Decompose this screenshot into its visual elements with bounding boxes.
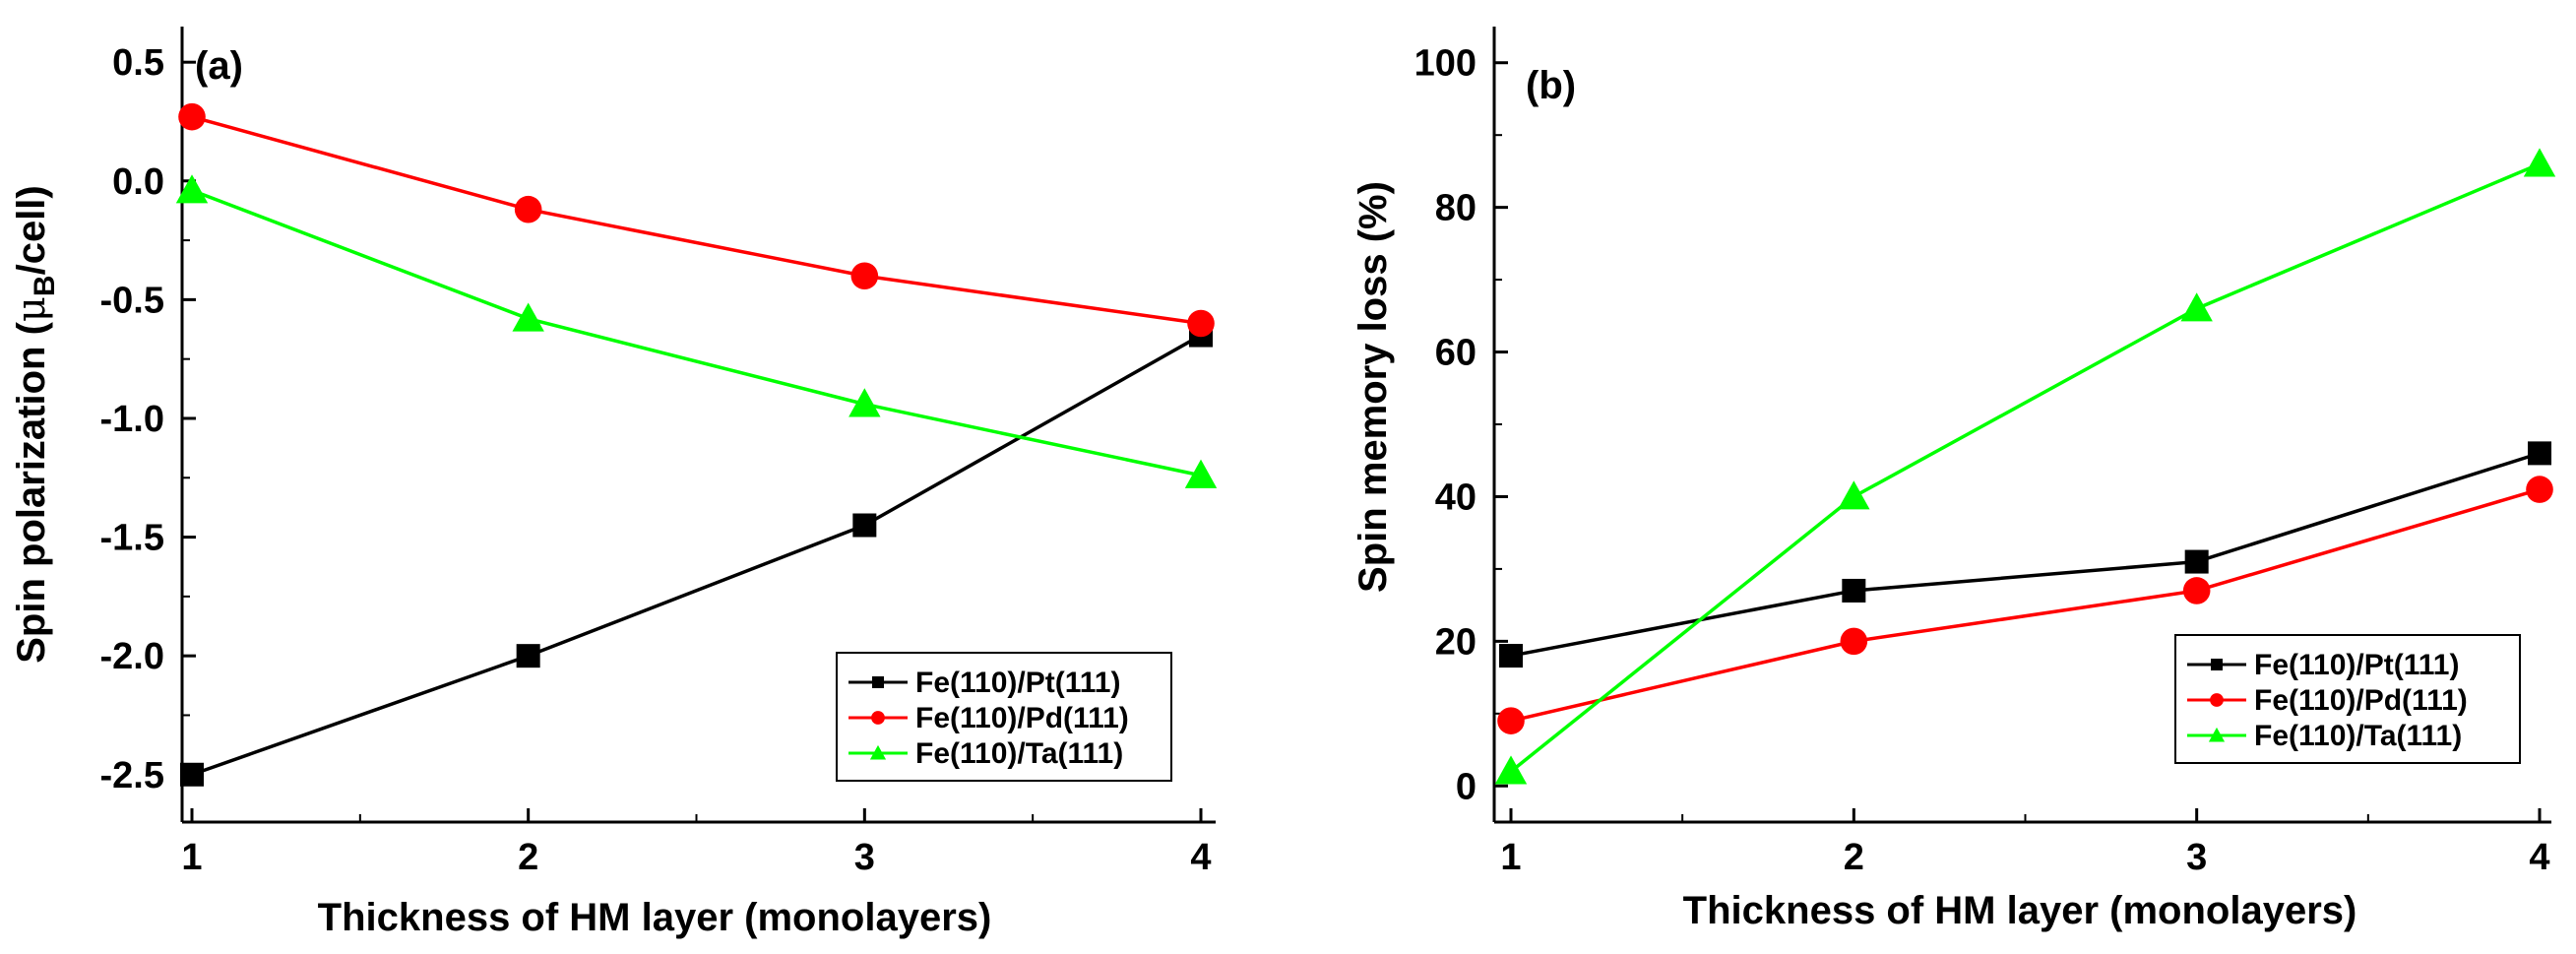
legend-label: Fe(110)/Pd(111) [2254,684,2468,717]
y-tick-label: 0 [1456,766,1476,807]
y-axis-title-text: Spin memory loss (%) [1351,181,1395,593]
legend-label: Fe(110)/Ta(111) [2254,720,2462,752]
y-tick-label: -2.0 [100,636,164,677]
panel-label: (a) [195,44,243,88]
marker-circle [2210,693,2224,707]
marker-circle [871,711,885,725]
series-line [191,334,1202,777]
series-line [1510,451,2541,658]
marker-square [2184,549,2209,574]
legend-item: Fe(110)/Ta(111) [848,737,1123,770]
panel-label: (b) [1526,64,1576,107]
x-tick-label: 1 [181,837,202,878]
series-pt [1499,441,2551,668]
y-axis-title: Spin polarization (μB/cell) [9,185,61,664]
panel-b: 0 20 40 60 80 100 1 2 3 4 Thickness of HM layer (m… [1351,27,2556,932]
legend-item: Fe(110)/Pt(111) [2187,649,2459,681]
series-ta [175,174,1218,488]
x-axis-title: Thickness of HM layer (monolayers) [1683,889,2357,932]
y-tick-label: -0.5 [100,280,164,321]
marker-square [2211,659,2223,670]
legend: Fe(110)/Pt(111)Fe(110)/Pd(111)Fe(110)/Ta… [836,652,1172,782]
y-tick-label: 40 [1435,477,1476,518]
marker-triangle [2523,148,2556,177]
x-tick-label: 1 [1500,837,1521,878]
series-ta [1494,148,2556,785]
series-pd [1497,476,2553,734]
legend-label: Fe(110)/Pt(111) [2254,649,2459,681]
marker-circle [178,102,206,131]
y-axis-title: Spin memory loss (%) [1351,181,1395,593]
legend-label: Fe(110)/Pd(111) [915,702,1129,734]
y-axis-title-sub: B [29,275,61,296]
x-tick-label: 2 [518,837,538,878]
marker-square [2528,441,2551,466]
y-axis-title-mu: μ [9,296,54,322]
marker-square [516,644,540,668]
legend-item: Fe(110)/Ta(111) [2187,720,2462,752]
y-tick-label: 100 [1414,43,1476,85]
y-axis-title-end: /cell) [10,185,53,275]
series-line [191,188,1202,477]
marker-triangle [1184,459,1218,488]
series-line [191,114,1202,326]
y-tick-label: 80 [1435,188,1476,229]
y-tick-label: -1.5 [100,518,164,559]
x-tick-label: 4 [1190,837,1211,878]
marker-triangle [1838,480,1870,510]
marker-circle [1497,707,1525,734]
legend-item: Fe(110)/Pd(111) [2187,684,2468,717]
x-tick-label: 4 [2529,837,2549,878]
marker-square [1499,644,1523,668]
marker-triangle [175,174,209,204]
panel-a: -2.5 -2.0 -1.5 -1.0 -0.5 0.0 0.5 1 2 3 4 Thickness … [9,27,1218,939]
x-tick-label: 2 [1844,837,1864,878]
marker-triangle [512,302,544,332]
marker-square [852,513,877,538]
y-tick-label: -2.5 [100,755,164,796]
legend-item: Fe(110)/Pd(111) [848,702,1129,734]
x-tick-label: 3 [854,837,875,878]
marker-triangle [2180,292,2213,322]
marker-triangle [848,388,881,417]
marker-circle [2182,577,2211,604]
marker-circle [1187,309,1215,338]
y-tick-label: 0.5 [112,42,164,84]
series-pd [178,102,1215,338]
marker-triangle [869,744,887,760]
series-line [1509,161,2541,773]
marker-square [1842,578,1866,603]
marker-square [180,762,204,787]
marker-circle [850,262,879,290]
x-tick-label: 3 [2186,837,2207,878]
y-axis-title-main: Spin polarization ( [10,321,53,663]
legend-label: Fe(110)/Pt(111) [915,667,1120,699]
x-axis-title: Thickness of HM layer (monolayers) [318,896,992,939]
legend-item: Fe(110)/Pt(111) [848,667,1120,699]
y-tick-label: 60 [1435,333,1476,374]
y-tick-label: 0.0 [112,161,164,203]
series-line [1510,487,2541,723]
marker-triangle [1494,755,1528,785]
legend-label: Fe(110)/Ta(111) [915,737,1123,770]
marker-square [872,676,884,688]
legend: Fe(110)/Pt(111)Fe(110)/Pd(111)Fe(110)/Ta… [2174,634,2521,764]
y-tick-label: -1.0 [100,399,164,440]
marker-triangle [2208,727,2226,742]
y-tick-label: 20 [1435,621,1476,663]
marker-circle [2526,476,2553,503]
marker-circle [514,195,542,223]
marker-circle [1840,627,1868,656]
